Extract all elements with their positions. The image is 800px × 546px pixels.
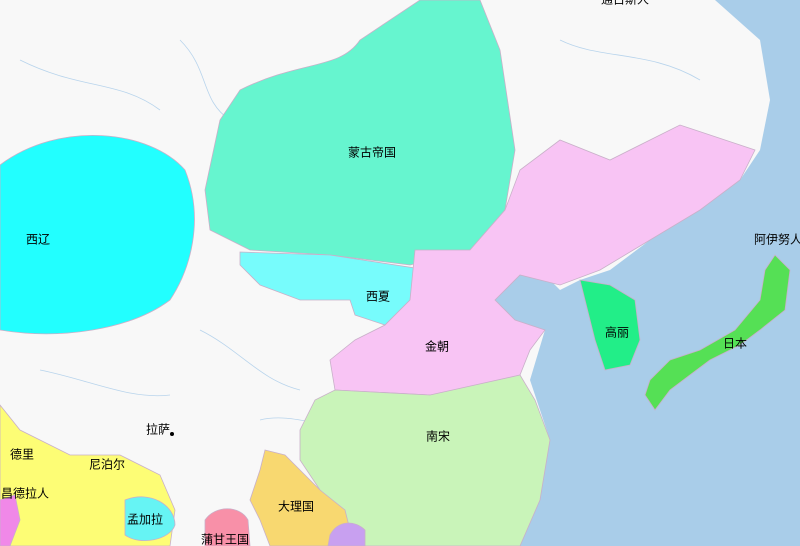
southern-song	[299, 374, 551, 546]
southeast-state	[327, 522, 366, 546]
rivers	[19, 39, 701, 428]
western-xia	[239, 251, 416, 326]
place-label: 昌德拉人	[1, 486, 49, 501]
mongol-empire	[204, 0, 516, 266]
place-label: 南宋	[426, 429, 450, 444]
place-label: 尼泊尔	[89, 457, 125, 472]
jin-dynasty	[329, 124, 756, 396]
place-label: 蒙古帝国	[348, 145, 396, 160]
place-label: 通古斯人	[601, 0, 649, 7]
place-label: 大理国	[278, 500, 314, 514]
place-label: 西夏	[366, 290, 390, 304]
west-state	[0, 494, 21, 546]
place-label: 金朝	[425, 339, 449, 354]
city-dot	[170, 432, 174, 436]
place-label: 德里	[10, 447, 34, 462]
place-label: 西辽	[26, 233, 50, 247]
goryeo	[579, 279, 641, 371]
place-label: 拉萨	[146, 422, 170, 437]
place-label: 高丽	[605, 325, 629, 340]
sea	[495, 0, 800, 546]
bengal	[124, 496, 176, 542]
place-label: 日本	[723, 337, 747, 351]
place-label: 阿伊努人	[754, 232, 800, 247]
place-label: 孟加拉	[127, 512, 163, 527]
western-liao	[0, 134, 195, 335]
pagan	[204, 508, 251, 546]
place-label: 蒲甘王国	[201, 533, 249, 546]
japan	[644, 254, 791, 411]
